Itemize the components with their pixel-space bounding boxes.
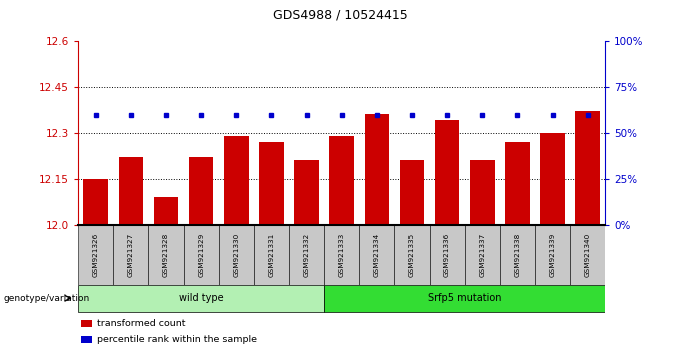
Bar — [84, 179, 108, 225]
Text: GSM921331: GSM921331 — [269, 233, 275, 277]
Bar — [259, 142, 284, 225]
Text: GSM921334: GSM921334 — [374, 233, 380, 277]
Text: GSM921335: GSM921335 — [409, 233, 415, 277]
FancyBboxPatch shape — [464, 225, 500, 285]
FancyBboxPatch shape — [78, 225, 114, 285]
FancyBboxPatch shape — [148, 225, 184, 285]
Text: GDS4988 / 10524415: GDS4988 / 10524415 — [273, 9, 407, 22]
FancyBboxPatch shape — [500, 225, 535, 285]
Text: GSM921336: GSM921336 — [444, 233, 450, 277]
Bar — [470, 160, 494, 225]
Text: GSM921330: GSM921330 — [233, 233, 239, 277]
FancyBboxPatch shape — [114, 225, 148, 285]
FancyBboxPatch shape — [324, 285, 605, 312]
Text: GSM921333: GSM921333 — [339, 233, 345, 277]
Text: wild type: wild type — [179, 293, 224, 303]
Text: GSM921337: GSM921337 — [479, 233, 486, 277]
Text: GSM921339: GSM921339 — [549, 233, 556, 277]
Bar — [505, 142, 530, 225]
Bar — [575, 111, 600, 225]
Text: GSM921329: GSM921329 — [198, 233, 204, 277]
Text: Srfp5 mutation: Srfp5 mutation — [428, 293, 501, 303]
Bar — [435, 120, 460, 225]
Bar — [540, 133, 565, 225]
Text: GSM921328: GSM921328 — [163, 233, 169, 277]
FancyBboxPatch shape — [535, 225, 570, 285]
FancyBboxPatch shape — [78, 285, 324, 312]
FancyBboxPatch shape — [184, 225, 219, 285]
Text: genotype/variation: genotype/variation — [3, 294, 90, 303]
FancyBboxPatch shape — [324, 225, 359, 285]
Text: percentile rank within the sample: percentile rank within the sample — [97, 335, 256, 344]
Text: transformed count: transformed count — [97, 319, 185, 328]
Bar — [189, 157, 214, 225]
Text: GSM921327: GSM921327 — [128, 233, 134, 277]
Text: GSM921338: GSM921338 — [514, 233, 520, 277]
Text: GSM921326: GSM921326 — [92, 233, 99, 277]
FancyBboxPatch shape — [359, 225, 394, 285]
FancyBboxPatch shape — [219, 225, 254, 285]
Bar — [294, 160, 319, 225]
Bar — [118, 157, 143, 225]
FancyBboxPatch shape — [289, 225, 324, 285]
Text: GSM921332: GSM921332 — [303, 233, 309, 277]
Bar — [81, 336, 92, 343]
FancyBboxPatch shape — [570, 225, 605, 285]
Text: GSM921340: GSM921340 — [585, 233, 591, 277]
Bar — [81, 320, 92, 327]
FancyBboxPatch shape — [394, 225, 430, 285]
FancyBboxPatch shape — [254, 225, 289, 285]
Bar — [400, 160, 424, 225]
Bar — [329, 136, 354, 225]
Bar — [154, 197, 178, 225]
Bar — [224, 136, 249, 225]
Bar — [364, 114, 389, 225]
FancyBboxPatch shape — [430, 225, 464, 285]
